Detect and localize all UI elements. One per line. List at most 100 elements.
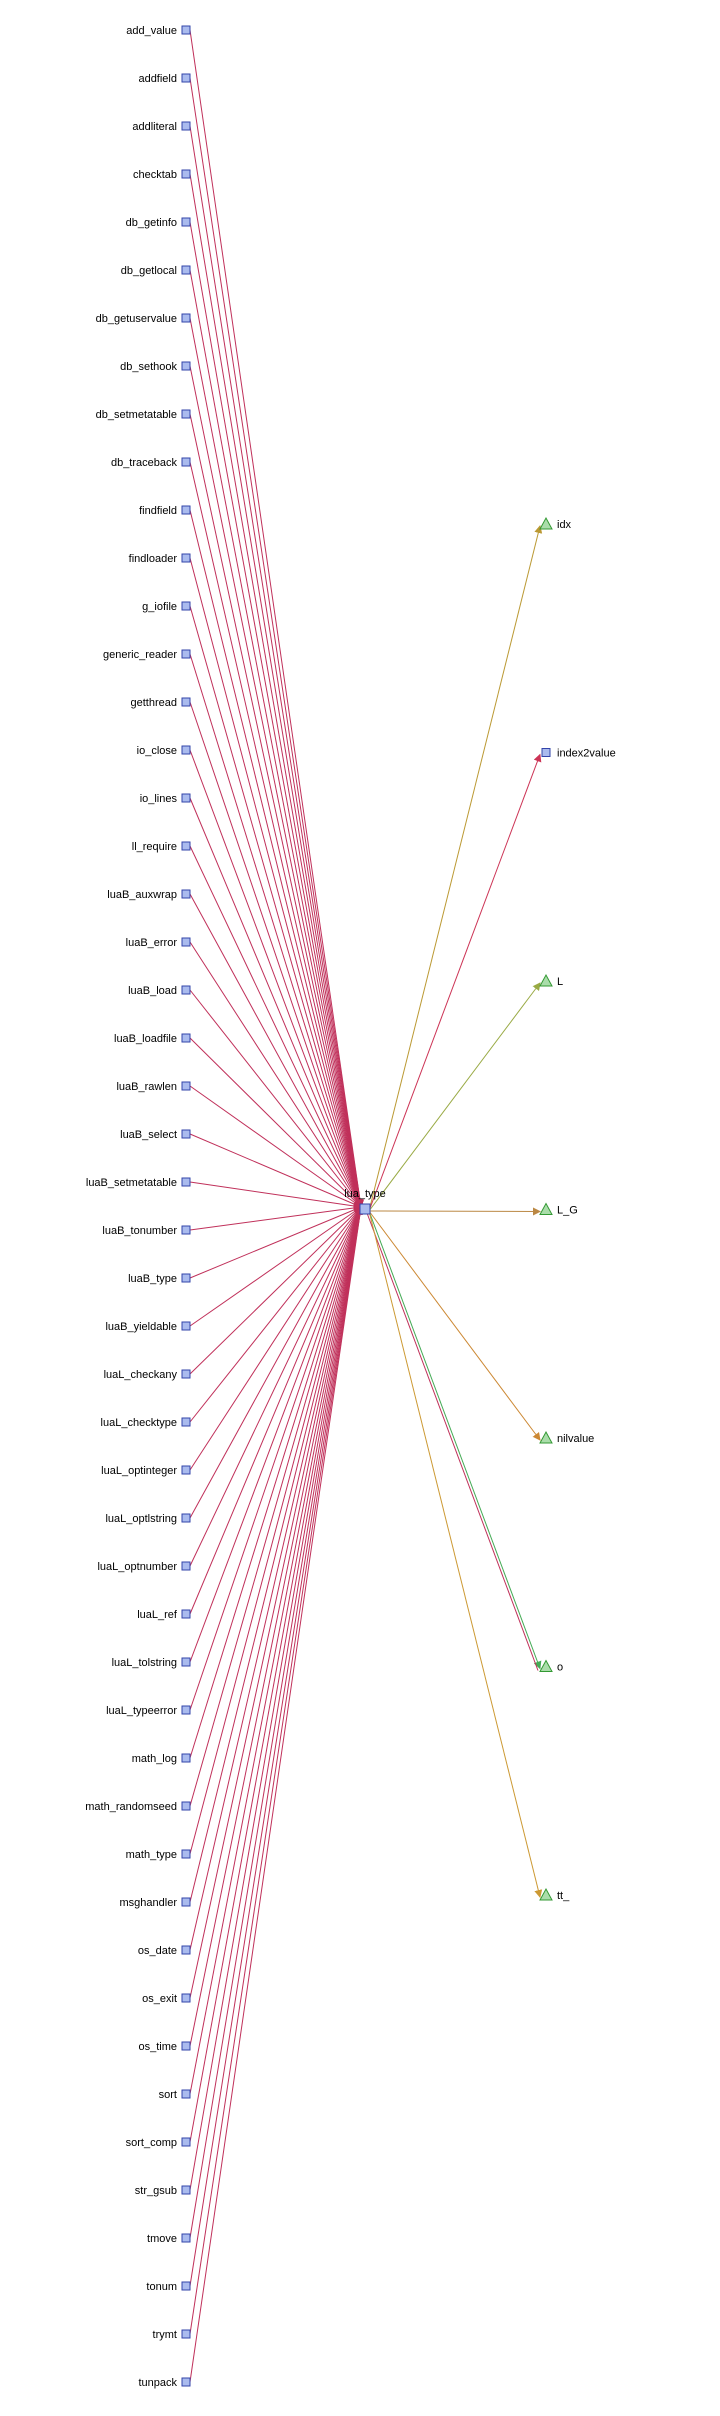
caller-label: g_iofile [142,601,177,613]
caller-label: generic_reader [103,649,177,661]
caller-node-lual-checktype[interactable]: luaL_checktype [101,1417,191,1429]
caller-node-luab-select[interactable]: luaB_select [120,1129,191,1141]
callee-node-index2value[interactable]: index2value [541,748,616,760]
caller-node-math-randomseed[interactable]: math_randomseed [85,1801,191,1813]
caller-node-findloader[interactable]: findloader [129,553,191,565]
callee-node-nilvalue[interactable]: nilvalue [539,1430,594,1445]
caller-node-db-getlocal[interactable]: db_getlocal [121,265,191,277]
caller-label: luaB_setmetatable [86,1177,177,1189]
caller-node-luab-error[interactable]: luaB_error [126,937,191,949]
caller-node-lual-optnumber[interactable]: luaL_optnumber [97,1561,191,1573]
caller-node-luab-loadfile[interactable]: luaB_loadfile [114,1033,191,1045]
caller-node-math-type[interactable]: math_type [126,1849,191,1861]
edge-luab-tonumber-to-lua-type [189,1203,362,1231]
function-square-icon [181,73,191,83]
caller-node-os-time[interactable]: os_time [138,2041,191,2053]
caller-node-findfield[interactable]: findfield [139,505,191,517]
caller-node-lual-ref[interactable]: luaL_ref [137,1609,191,1621]
function-square-icon [181,1705,191,1715]
callee-node-o[interactable]: o [539,1659,563,1674]
caller-node-luab-setmetatable[interactable]: luaB_setmetatable [86,1177,191,1189]
caller-node-generic-reader[interactable]: generic_reader [103,649,191,661]
function-square-icon [181,2137,191,2147]
variable-triangle-icon [539,1202,553,1215]
caller-node-getthread[interactable]: getthread [131,697,191,709]
caller-node-os-exit[interactable]: os_exit [142,1993,191,2005]
caller-label: luaL_checktype [101,1417,177,1429]
caller-node-msghandler[interactable]: msghandler [120,1897,191,1909]
caller-label: findfield [139,505,177,517]
edge-lua-type-to-nilvalue [368,1210,541,1441]
caller-node-lual-typeerror[interactable]: luaL_typeerror [106,1705,191,1717]
caller-node-sort-comp[interactable]: sort_comp [126,2137,191,2149]
caller-label: luaL_optlstring [105,1513,177,1525]
center-node-lua-type[interactable]: lua_type [344,1188,386,1215]
caller-node-addliteral[interactable]: addliteral [132,121,191,133]
caller-node-tonum[interactable]: tonum [146,2281,191,2293]
edge-luab-rawlen-to-lua-type [189,1085,362,1208]
edge-lua-type-to-index2value [368,753,542,1212]
caller-node-lual-tolstring[interactable]: luaL_tolstring [112,1657,191,1669]
caller-node-io-close[interactable]: io_close [137,745,191,757]
edge-db-getlocal-to-lua-type [189,269,364,1208]
caller-node-db-getinfo[interactable]: db_getinfo [126,217,191,229]
caller-label: checktab [133,169,177,181]
edge-g-iofile-to-lua-type [189,605,363,1208]
caller-node-lual-optinteger[interactable]: luaL_optinteger [101,1465,191,1477]
caller-label: db_setmetatable [96,409,177,421]
caller-label: os_exit [142,1993,177,2005]
edge-lual-checkany-to-lua-type [189,1206,362,1375]
caller-node-addfield[interactable]: addfield [138,73,191,85]
caller-node-str-gsub[interactable]: str_gsub [135,2185,191,2197]
caller-node-db-getuservalue[interactable]: db_getuservalue [96,313,191,325]
caller-node-lual-checkany[interactable]: luaL_checkany [104,1369,191,1381]
variable-triangle-icon [539,1430,553,1444]
callee-node-l-g[interactable]: L_G [539,1202,578,1217]
caller-label: io_lines [140,793,178,805]
caller-node-luab-type[interactable]: luaB_type [128,1273,191,1285]
callee-node-l[interactable]: L [539,973,563,988]
edge-findfield-to-lua-type [189,509,364,1208]
edge-db-setmetatable-to-lua-type [189,413,364,1208]
caller-node-sort[interactable]: sort [159,2089,191,2101]
caller-node-luab-load[interactable]: luaB_load [128,985,191,997]
caller-node-luab-tonumber[interactable]: luaB_tonumber [102,1225,191,1237]
caller-node-os-date[interactable]: os_date [138,1945,191,1957]
caller-label: add_value [126,25,177,37]
edge-luab-type-to-lua-type [189,1205,362,1279]
caller-node-checktab[interactable]: checktab [133,169,191,181]
caller-node-tmove[interactable]: tmove [147,2233,191,2245]
caller-node-ll-require[interactable]: ll_require [132,841,191,853]
callee-node-idx[interactable]: idx [539,516,572,531]
caller-label: db_getlocal [121,265,177,277]
caller-node-lual-optlstring[interactable]: luaL_optlstring [105,1513,191,1525]
caller-node-luab-auxwrap[interactable]: luaB_auxwrap [107,889,191,901]
variable-triangle-icon [539,973,553,987]
caller-node-add-value[interactable]: add_value [126,25,191,37]
caller-label: luaB_type [128,1273,177,1285]
caller-node-math-log[interactable]: math_log [132,1753,191,1765]
edge-lual-checktype-to-lua-type [189,1206,362,1423]
caller-node-tunpack[interactable]: tunpack [138,2377,191,2389]
center-label: lua_type [344,1188,386,1200]
caller-node-luab-rawlen[interactable]: luaB_rawlen [116,1081,191,1093]
edge-addliteral-to-lua-type [189,125,364,1208]
function-square-icon [181,1129,191,1139]
caller-node-db-traceback[interactable]: db_traceback [111,457,191,469]
callee-node-tt[interactable]: tt_ [539,1887,570,1902]
caller-label: str_gsub [135,2185,177,2197]
caller-node-io-lines[interactable]: io_lines [140,793,191,805]
caller-node-luab-yieldable[interactable]: luaB_yieldable [105,1321,191,1333]
caller-node-trymt[interactable]: trymt [153,2329,191,2341]
caller-label: luaL_ref [137,1609,178,1621]
caller-label: tmove [147,2233,177,2245]
caller-node-db-sethook[interactable]: db_sethook [120,361,191,373]
callee-label: L [557,976,563,988]
caller-node-g-iofile[interactable]: g_iofile [142,601,191,613]
callee-label: tt_ [557,1890,570,1902]
callee-label: idx [557,519,572,531]
caller-label: db_sethook [120,361,177,373]
caller-node-db-setmetatable[interactable]: db_setmetatable [96,409,191,421]
nodes-layer: add_value addfield addliteral checktab db_ge… [85,25,615,2389]
